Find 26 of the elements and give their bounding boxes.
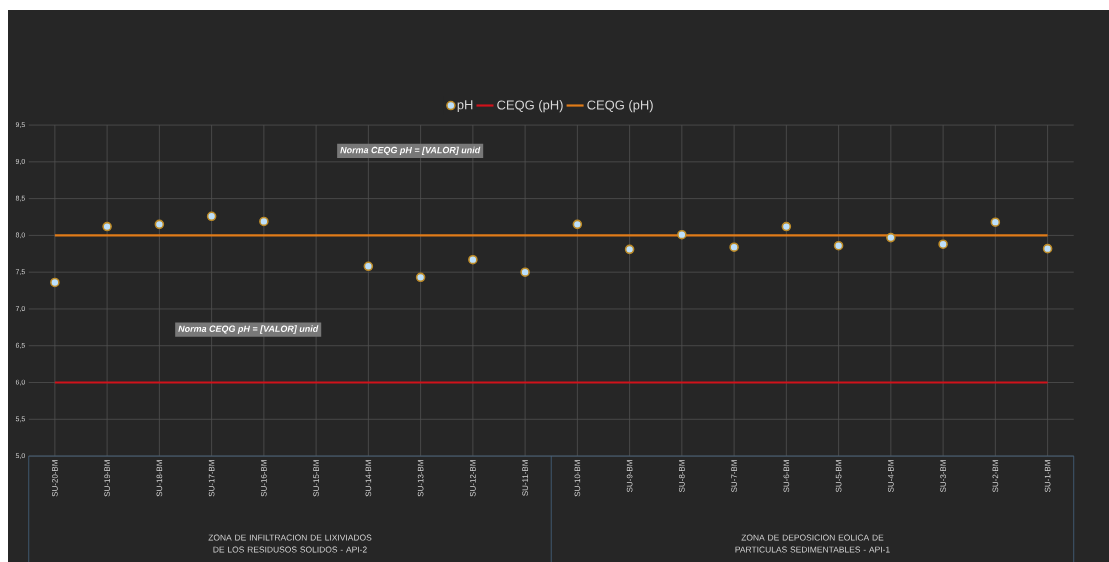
text: ZONA DE DEPOSICION EOLICA DE PARTICULAS SEDIMENTABLES - API-1 (735, 534, 890, 553)
point (206, 211, 217, 222)
legend-label: CEQG (pH) (587, 100, 653, 113)
point (781, 221, 792, 232)
point (938, 239, 948, 250)
annotation: Norma CEQG pH = [VALOR] unid (340, 146, 481, 155)
point (729, 242, 739, 252)
point (886, 232, 896, 243)
point (363, 261, 374, 272)
point (468, 254, 478, 265)
point (624, 244, 635, 255)
point (520, 267, 530, 277)
point (677, 229, 687, 240)
annotation: Norma CEQG pH = [VALOR] unid (178, 325, 319, 334)
legend-label: CEQG (pH) (497, 100, 563, 113)
text: ZONA DE INFILTRACION DE LIXIVIADOS DE LOS RESIDUSOS SOLIDOS - API-2 (208, 534, 372, 553)
point (415, 272, 426, 283)
point (572, 219, 583, 230)
point (154, 219, 165, 230)
point (990, 217, 1001, 227)
point (259, 216, 269, 227)
point (833, 240, 844, 251)
point (1042, 243, 1053, 254)
legend-label: pH (457, 100, 473, 112)
point (102, 221, 112, 232)
point (50, 277, 60, 288)
